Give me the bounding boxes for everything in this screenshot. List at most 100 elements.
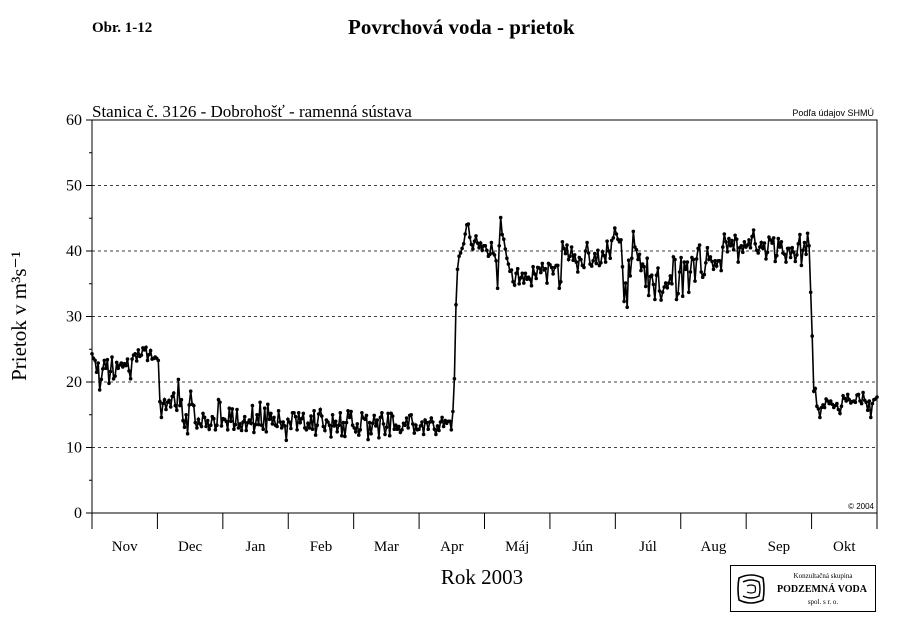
data-point [767,235,771,239]
data-point [398,430,403,435]
data-point [418,424,423,428]
x-axis-label: Rok 2003 [441,565,523,589]
data-point [380,411,384,415]
data-point [201,411,205,416]
data-point [164,407,168,412]
data-point [540,261,545,266]
data-point [233,422,238,427]
data-point [309,414,313,418]
data-point [127,369,131,373]
source-note: Podľa údajov SHMÚ [792,108,874,118]
data-point [591,259,595,263]
data-point [768,238,773,242]
data-point [594,261,599,266]
data-point [827,401,831,406]
data-point [514,271,518,276]
data-point [299,416,304,421]
data-point [859,401,864,406]
data-point [227,406,232,411]
data-point [517,282,521,286]
data-point [133,352,137,356]
data-point [144,345,148,350]
data-point [779,240,784,244]
data-point [609,238,614,243]
copyright-note: © 2004 [848,502,874,511]
data-point [266,402,270,407]
data-point [134,359,139,363]
data-point [734,237,739,241]
data-point [825,399,830,403]
data-point [509,268,514,272]
data-point [136,348,141,352]
data-point [708,255,713,259]
data-point [531,264,535,269]
data-point [761,246,765,251]
data-point [270,422,275,426]
data-point [159,415,164,420]
data-point [370,421,375,426]
x-month-label: Jún [572,539,593,555]
data-point [358,428,363,432]
data-point [677,270,682,274]
data-point [626,258,631,263]
data-point [656,266,660,270]
data-point [455,267,460,272]
data-point [185,431,190,436]
x-month-label: Nov [112,539,138,555]
figure-label: Obr. 1-12 [92,20,153,36]
data-point [822,405,827,410]
data-point [793,259,798,264]
data-point [477,245,481,250]
data-point [480,248,485,253]
data-point [426,427,431,432]
data-point [589,264,594,268]
data-point [167,398,171,403]
data-point [682,260,686,264]
data-point [176,377,181,382]
data-point [469,242,474,247]
data-point [576,270,580,274]
data-point [404,416,409,420]
data-point [389,411,394,416]
data-point [818,415,822,420]
data-point [662,285,666,289]
data-point [218,400,222,405]
data-point [400,428,404,432]
data-point [653,297,657,302]
data-point [352,426,357,430]
data-point [543,266,548,271]
data-point [381,422,386,426]
data-point [460,246,464,251]
data-point [357,433,361,437]
data-point [475,241,480,245]
data-point [597,263,602,268]
data-point [596,248,600,253]
data-point [798,232,802,237]
data-point [199,424,204,429]
data-point [252,430,256,435]
data-point [384,425,389,430]
data-point [335,430,340,434]
data-point [705,245,710,250]
data-point [142,348,147,352]
data-point [193,420,198,425]
data-point [175,408,179,413]
data-point [845,392,850,397]
data-point [474,234,478,238]
data-point [836,407,841,412]
data-point [96,361,100,365]
data-point [372,413,377,418]
data-point [472,239,477,243]
data-point [318,407,323,412]
data-point [640,262,645,266]
data-point [397,424,401,429]
data-point [808,290,813,295]
data-point [295,428,299,432]
data-point [503,247,508,251]
data-point [600,249,605,254]
data-point [511,280,515,284]
data-point [710,259,714,264]
data-point [756,251,760,255]
data-point [745,243,750,247]
data-point [585,240,589,245]
